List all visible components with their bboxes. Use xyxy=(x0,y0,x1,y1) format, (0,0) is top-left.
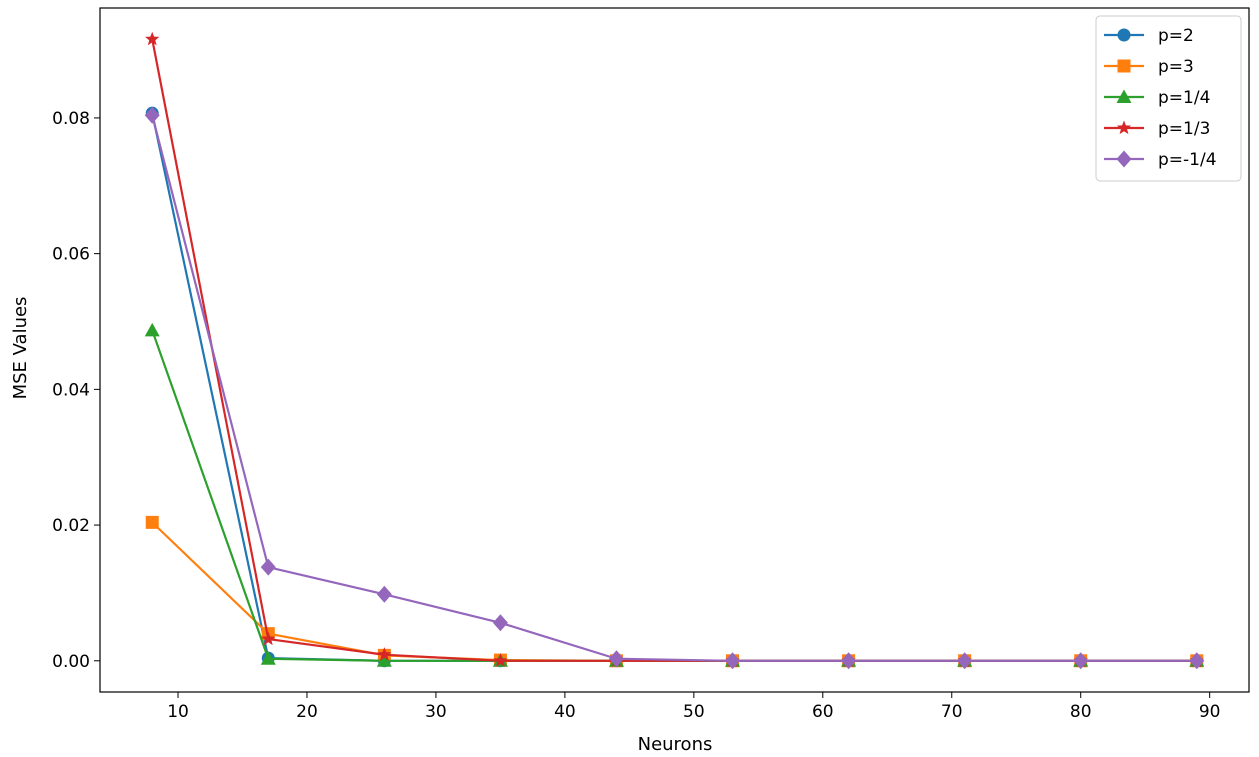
data-point xyxy=(1189,652,1205,670)
y-axis-label: MSE Values xyxy=(10,297,31,400)
legend-label: p=1/3 xyxy=(1158,119,1210,139)
x-tick-label: 50 xyxy=(683,702,705,722)
x-tick-label: 90 xyxy=(1199,702,1221,722)
series-line xyxy=(151,114,1197,662)
x-tick-label: 40 xyxy=(554,702,576,722)
legend-marker xyxy=(1116,150,1132,168)
y-tick-label: 0.02 xyxy=(52,516,90,536)
legend-item: p=1/4 xyxy=(1104,88,1210,108)
x-tick-label: 80 xyxy=(1070,702,1092,722)
data-point xyxy=(260,558,276,576)
series-line xyxy=(151,39,1197,662)
data-point xyxy=(841,652,857,670)
data-point xyxy=(377,647,392,661)
x-axis-label: Neurons xyxy=(638,734,713,755)
x-tick-label: 60 xyxy=(812,702,834,722)
legend-item: p=2 xyxy=(1104,26,1194,46)
legend-item: p=1/3 xyxy=(1104,119,1210,139)
y-tick-label: 0.06 xyxy=(52,245,90,265)
legend-box xyxy=(1095,15,1242,182)
series-1 xyxy=(145,106,1204,668)
legend-marker xyxy=(1117,59,1131,73)
legend-marker xyxy=(1116,120,1132,135)
series-4 xyxy=(145,31,1204,667)
legend-item: p=3 xyxy=(1104,57,1194,77)
legend-label: p=2 xyxy=(1158,26,1194,46)
data-point xyxy=(1073,652,1089,670)
data-point xyxy=(144,322,160,337)
data-point xyxy=(957,652,973,670)
data-point xyxy=(260,651,276,665)
series-line xyxy=(151,329,1197,662)
y-tick-label: 0.04 xyxy=(52,380,90,400)
series-line xyxy=(151,521,1197,662)
legend-item: p=-1/4 xyxy=(1104,150,1217,170)
data-point xyxy=(492,614,508,632)
series-line xyxy=(151,112,1197,662)
legend-marker xyxy=(1117,28,1131,42)
data-point xyxy=(493,653,508,667)
series-3 xyxy=(144,322,1205,667)
plot-frame xyxy=(99,7,1250,693)
x-tick-label: 70 xyxy=(941,702,963,722)
y-tick-label: 0.08 xyxy=(52,109,90,129)
data-point xyxy=(725,652,741,670)
x-tick-label: 10 xyxy=(167,702,189,722)
legend-label: p=-1/4 xyxy=(1158,150,1217,170)
legend-marker xyxy=(1116,89,1132,103)
data-point xyxy=(144,106,160,124)
y-tick-label: 0.00 xyxy=(52,652,90,672)
legend: p=2 p=3 p=1/4 p=1/3 p=-1/4 xyxy=(1095,15,1242,182)
legend-label: p=3 xyxy=(1158,57,1194,77)
data-point xyxy=(608,650,624,668)
data-point xyxy=(145,515,159,529)
axes: 10 20 30 40 50 60 70 80 90 0.00 0.02 0.04 0.06 0.08 xyxy=(52,7,1250,722)
data-point xyxy=(376,653,392,667)
x-tick-label: 20 xyxy=(296,702,318,722)
data-point xyxy=(145,31,160,46)
legend-label: p=1/4 xyxy=(1158,88,1210,108)
data-point xyxy=(261,631,276,646)
series-5 xyxy=(144,106,1205,670)
plot-area xyxy=(144,31,1205,670)
data-point xyxy=(376,585,392,603)
x-tick-label: 30 xyxy=(425,702,447,722)
